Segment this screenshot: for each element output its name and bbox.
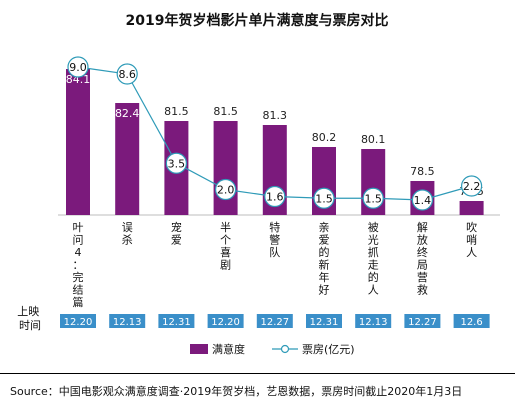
release-label-line-2: 时间 [19,319,41,332]
boxoffice-marker-0 [67,56,89,78]
bar-value-label-3: 81.5 [213,105,238,118]
category-label-5: 亲爱的新年好 [319,220,330,297]
boxoffice-marker-6 [362,187,384,209]
boxoffice-marker-3 [215,178,237,201]
release-date-8: 12.6 [460,317,482,328]
legend-marker-boxoffice [280,344,290,354]
release-date-box-8 [453,314,490,328]
category-label-7: 解放终局营救 [417,220,428,297]
legend: 满意度 票房(亿元) [190,342,355,356]
release-date-box-5 [306,314,342,328]
boxoffice-marker-2 [165,152,187,174]
boxoffice-value-label-5: 1.5 [315,192,333,205]
category-label-1: 误杀 [122,221,133,247]
category-label-6: 被光抓走的人 [368,221,379,297]
release-date-box-7 [404,314,441,328]
category-label-0: 叶问 4 ：完结篇 [73,221,84,309]
release-dates-layer: 12.20 12.13 12.31 12.20 12.27 12.31 12.13 12.27… [60,314,490,328]
boxoffice-marker-7 [411,189,433,211]
boxoffice-marker-1 [116,63,138,85]
category-label-8: 吹哨人 [466,221,477,259]
legend-label-boxoffice: 票房(亿元) [302,343,355,356]
release-date-4: 12.27 [260,317,289,328]
bar-value-label-0: 84.1 [66,73,91,86]
release-date-2: 12.31 [162,317,191,328]
release-date-box-2 [158,314,195,328]
release-date-box-4 [256,314,293,328]
boxoffice-line-layer: 9.0 8.6 3.5 2.0 1.6 1.5 1.5 1.4 2.2 [67,56,483,211]
bar-1 [115,103,140,215]
boxoffice-marker-8 [461,175,483,197]
boxoffice-value-label-6: 1.5 [364,192,382,205]
bar-3 [213,121,238,215]
release-date-box-1 [109,314,146,328]
source-note: Source：中国电影观众满意度调查·2019年贺岁档，艺恩数据，票房时间截止2… [0,373,515,407]
release-date-5: 12.31 [310,317,339,328]
bar-8 [459,201,484,215]
category-label-4: 特警队 [269,220,280,259]
release-date-7: 12.27 [408,317,437,328]
bar-value-label-6: 80.1 [361,133,386,146]
boxoffice-marker-4 [264,185,286,208]
boxoffice-value-label-8: 2.2 [463,180,481,193]
boxoffice-value-label-1: 8.6 [118,68,136,81]
bar-value-label-1: 82.4 [115,107,140,120]
bar-value-label-2: 81.5 [164,105,189,118]
bar-value-label-5: 80.2 [312,131,337,144]
boxoffice-value-label-0: 9.0 [69,61,87,74]
release-date-box-0 [60,314,96,328]
boxoffice-value-label-3: 2.0 [217,184,235,197]
bar-value-label-7: 78.5 [410,165,435,178]
bar-0 [66,69,90,215]
boxoffice-value-label-4: 1.6 [266,191,284,204]
bar-value-label-4: 81.3 [263,109,288,122]
boxoffice-value-label-7: 1.4 [414,194,432,207]
boxoffice-marker-5 [313,187,335,209]
release-date-box-3 [207,314,244,328]
category-labels-layer: 叶问 4 ：完结篇 误杀 宠爱 半个喜剧 特警队 亲爱的新年好 被光抓走的人 解放终局营救 吹哨人 [73,220,478,309]
release-label: 上映 时间 [17,305,43,332]
release-date-1: 12.13 [113,317,142,328]
release-date-box-6 [355,314,392,328]
category-label-2: 宠爱 [171,220,182,247]
release-date-6: 12.13 [359,317,388,328]
release-label-line-1: 上映 [17,305,39,318]
category-label-3: 半个喜剧 [220,220,231,272]
legend-swatch-satisfaction [190,344,208,354]
release-date-3: 12.20 [211,317,240,328]
boxoffice-value-label-2: 3.5 [168,157,186,170]
legend-label-satisfaction: 满意度 [212,342,245,356]
release-date-0: 12.20 [64,317,93,328]
chart-title: 2019年贺岁档影片单片满意度与票房对比 [126,12,389,29]
